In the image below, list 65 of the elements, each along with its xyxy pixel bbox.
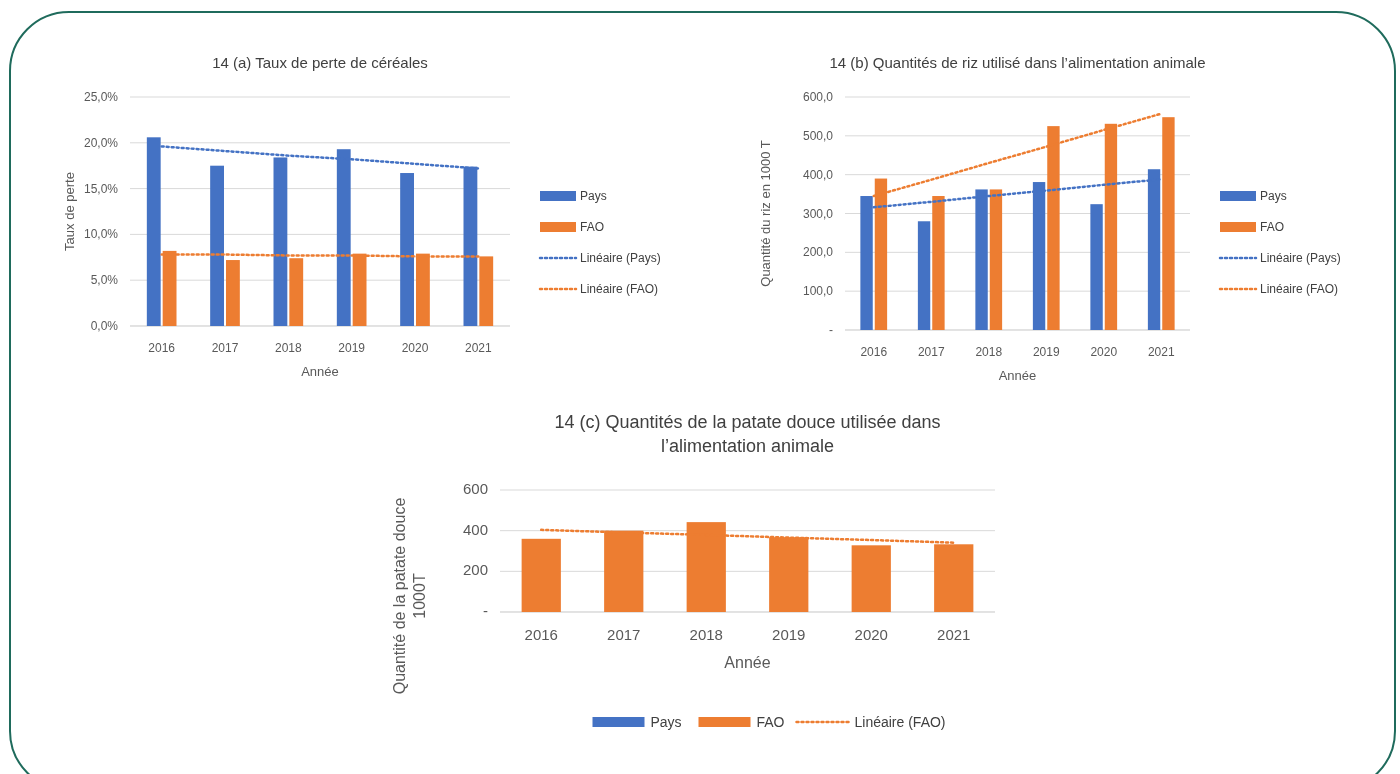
bar [210,165,224,326]
bar [226,260,240,326]
chart-title: 14 (a) Taux de perte de céréales [212,54,428,71]
x-axis-title: Année [998,368,1037,383]
y-tick-label: 200 [462,561,488,579]
x-axis-title: Année [724,654,771,671]
y-tick-label: 15,0% [83,181,119,196]
x-tick-label: 2016 [860,345,888,359]
legend-label: Pays [650,714,682,730]
bar [1090,204,1103,330]
y-tick-label: 20,0% [83,135,119,150]
y-axis-title: Quantité de la patate douce 1000T [391,497,428,695]
legend-label: Linéaire (FAO) [1260,282,1339,296]
y-tick-label: 200,0 [802,245,834,260]
legend-label: FAO [1260,220,1285,234]
legend-label: FAO [756,714,785,730]
legend-label: Pays [580,189,607,203]
x-tick-label: 2021 [937,626,971,643]
legend-label: Linéaire (Pays) [1260,251,1341,265]
legend-label: Pays [1260,189,1287,203]
x-tick-label: 2019 [338,341,366,355]
y-tick-label: 25,0% [83,90,119,104]
legend-label: Linéaire (Pays) [580,251,661,265]
y-tick-label: 10,0% [83,227,119,242]
y-tick-label: 400,0 [802,167,834,182]
x-tick-label: 2020 [1090,345,1118,359]
x-tick-label: 2019 [772,626,806,643]
bar [932,196,945,330]
x-tick-label: 2018 [975,345,1003,359]
y-tick-label: 5,0% [90,273,119,288]
y-tick-label: 100,0 [802,284,834,299]
y-tick-label: - [829,323,833,337]
legend-label: FAO [580,220,605,234]
x-tick-label: 2016 [524,626,558,643]
x-tick-label: 2016 [148,341,176,355]
y-axis-title: Quantité du riz en 1000 T [758,140,773,287]
y-tick-label: 0,0% [90,319,119,333]
legend-label: Linéaire (FAO) [854,714,946,730]
y-tick-label: 400 [462,520,488,538]
x-tick-label: 2019 [1032,345,1060,359]
x-tick-label: 2020 [401,341,429,355]
y-tick-label: 600,0 [802,90,834,104]
x-axis-title: Année [301,364,339,379]
bar [851,545,891,612]
x-tick-label: 2020 [854,626,888,643]
y-tick-label: 600 [462,480,488,497]
x-tick-label: 2021 [1147,345,1175,359]
y-tick-label: 500,0 [802,128,834,143]
x-tick-label: 2017 [607,626,641,643]
x-tick-label: 2017 [917,345,945,359]
x-tick-label: 2017 [211,341,239,355]
bar [989,189,1003,330]
x-tick-label: 2018 [689,626,723,643]
y-tick-label: 300,0 [802,206,834,221]
legend-label: Linéaire (FAO) [580,282,659,296]
y-axis-title: Taux de perte [62,172,77,251]
bar [917,221,931,330]
bar [1162,117,1175,330]
bar [400,173,414,326]
y-tick-label: - [483,602,488,619]
x-tick-label: 2021 [464,341,492,355]
x-tick-label: 2018 [274,341,302,355]
chart-title: 14 (b) Quantités de riz utilisé dans l’alimentation animale [829,54,1206,71]
chart-title: 14 (c) Quantités de la patate douce utilisée dans l’alimentation animale [554,412,941,456]
bar [521,538,561,612]
